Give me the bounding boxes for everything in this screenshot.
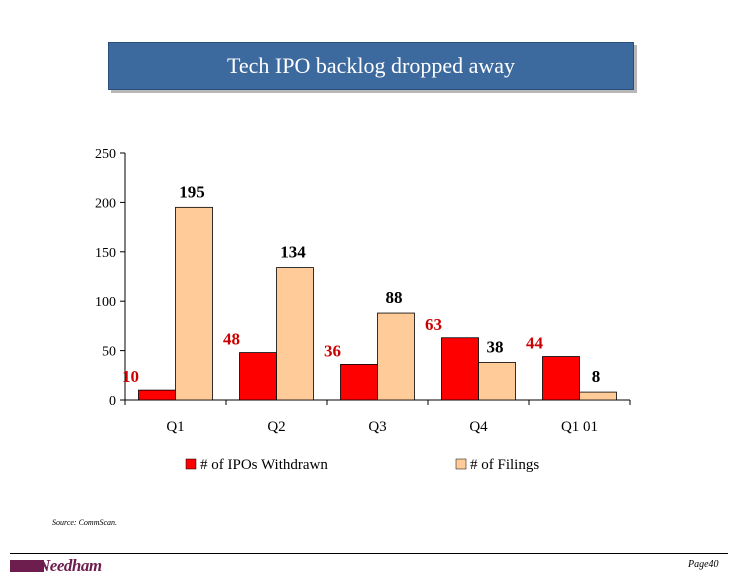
data-label-filings: 88 [386, 288, 403, 307]
y-tick-label: 250 [95, 147, 116, 162]
x-tick-label: Q4 [469, 419, 488, 435]
data-label-filings: 38 [487, 337, 504, 356]
page-number: Page40 [688, 559, 719, 570]
bar-filings [276, 267, 314, 401]
y-tick-label: 200 [95, 196, 116, 211]
data-label-filings: 8 [592, 367, 601, 386]
bar-withdrawn [239, 352, 277, 401]
x-tick-label: Q1 01 [561, 419, 598, 435]
bar-withdrawn [542, 356, 580, 401]
bar-chart: 0 50 100 150 200 250 10 195 Q1 48 134 Q2 36 88 Q3 63 38 Q… [95, 147, 631, 473]
bar-filings [478, 362, 516, 401]
x-tick-label: Q1 [166, 419, 184, 435]
y-tick-label: 0 [109, 394, 116, 409]
bar-withdrawn [340, 364, 378, 401]
legend-swatch-filings [455, 458, 467, 470]
data-label-withdrawn: 36 [324, 341, 341, 360]
data-label-filings: 195 [179, 182, 205, 201]
needham-logo-mark [10, 560, 44, 572]
page-title: Tech IPO backlog dropped away [108, 42, 634, 90]
data-label-filings: 134 [280, 243, 306, 262]
y-tick-label: 100 [95, 295, 116, 310]
legend-label-withdrawn: # of IPOs Withdrawn [200, 457, 328, 473]
y-tick-label: 150 [95, 246, 116, 261]
bar-withdrawn [138, 389, 176, 401]
x-tick-label: Q3 [368, 419, 386, 435]
x-tick-label: Q2 [267, 419, 285, 435]
bar-filings [377, 312, 415, 401]
legend-label-filings: # of Filings [470, 457, 539, 473]
bar-withdrawn [441, 337, 479, 401]
y-tick-label: 50 [102, 345, 116, 360]
data-label-withdrawn: 63 [425, 315, 442, 334]
data-label-withdrawn: 44 [526, 334, 544, 353]
source-note: Source: CommScan. [52, 518, 118, 527]
bar-filings [579, 391, 617, 401]
data-label-withdrawn: 48 [223, 330, 240, 349]
bar-filings [175, 206, 213, 401]
legend-swatch-withdrawn [185, 458, 197, 470]
data-label-withdrawn: 10 [122, 367, 139, 386]
footer-divider [10, 553, 728, 554]
title-banner: Tech IPO backlog dropped away [108, 42, 637, 93]
needham-logo: Needham [38, 556, 102, 575]
